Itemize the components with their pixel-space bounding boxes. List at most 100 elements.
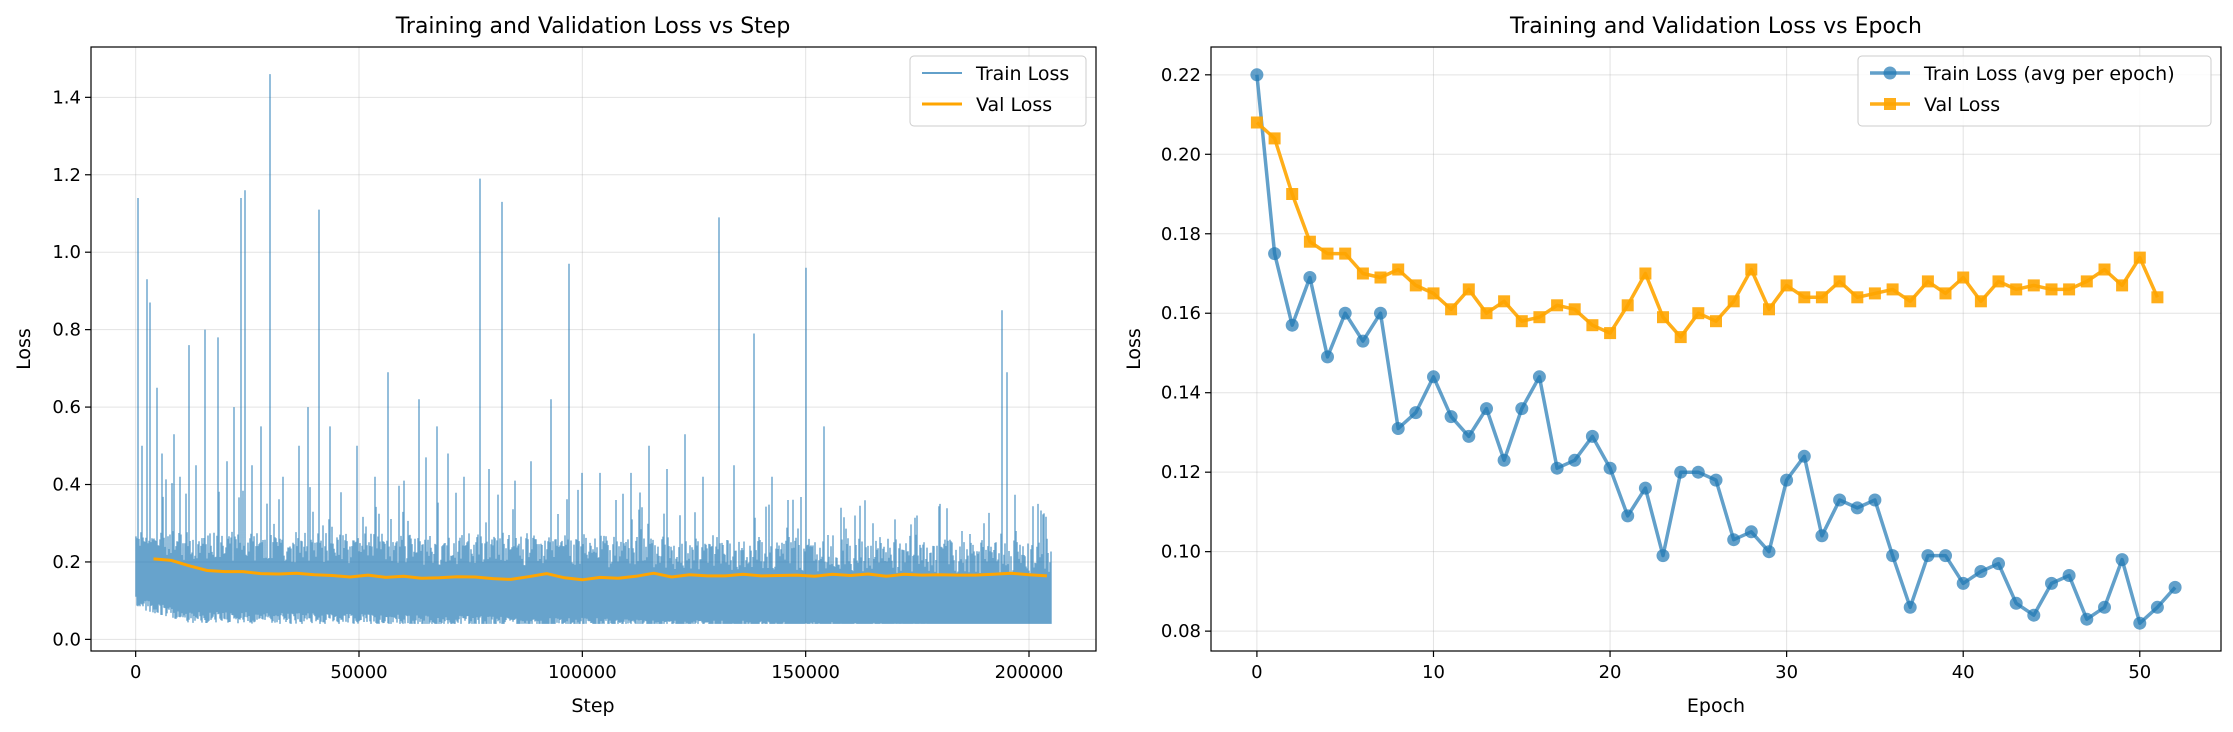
epoch-val-loss-point (2063, 283, 2076, 296)
epoch-train-loss-point (1427, 370, 1440, 384)
epoch-train-loss-point (1886, 549, 1900, 563)
epoch-chart-x-ticks: 0 10 20 30 40 50 (1251, 651, 2151, 683)
step-y-tick-label: 0.8 (52, 320, 81, 341)
step-loss-chart: Training and Validation Loss vs Step 0 50… (13, 14, 1097, 717)
step-y-tick-label: 0.6 (52, 397, 81, 418)
epoch-val-loss-point (1921, 275, 1934, 288)
epoch-train-loss-point (1727, 533, 1741, 547)
step-chart-plot-area (135, 74, 1052, 624)
step-chart-legend: Train Loss Val Loss (909, 55, 1087, 127)
epoch-train-loss-line (1255, 74, 2177, 625)
epoch-train-loss-point (1691, 465, 1705, 479)
epoch-chart-legend: Train Loss (avg per epoch) Val Loss (1857, 55, 2212, 127)
epoch-chart-xlabel: Epoch (1687, 695, 1745, 717)
epoch-val-loss-point (1586, 319, 1599, 332)
epoch-train-loss-point (2168, 580, 2182, 594)
epoch-val-loss-point (1745, 263, 1758, 276)
epoch-val-loss-point (1621, 299, 1634, 312)
epoch-train-loss-point (1374, 306, 1387, 320)
epoch-chart-y-ticks: 0.08 0.10 0.12 0.14 0.16 0.18 0.20 0.22 (1161, 65, 1211, 642)
epoch-train-loss-point (1462, 429, 1476, 443)
epoch-val-loss-point (1462, 283, 1475, 296)
epoch-train-loss-point (2115, 553, 2129, 567)
epoch-val-loss-point (1974, 295, 1987, 308)
epoch-train-loss-point (1303, 271, 1317, 284)
epoch-x-tick-label: 10 (1422, 662, 1445, 683)
epoch-train-loss-point (1532, 370, 1546, 384)
epoch-val-loss-point (1692, 307, 1705, 320)
epoch-train-loss-point (1762, 545, 1776, 559)
epoch-val-loss-point (1939, 287, 1952, 300)
epoch-val-loss-point (1727, 295, 1740, 308)
epoch-val-loss-point (1992, 275, 2005, 288)
epoch-val-loss-point (1480, 307, 1493, 320)
epoch-val-loss-point (2116, 279, 2129, 292)
epoch-val-loss-point (1551, 299, 1564, 312)
epoch-val-loss-point (1815, 291, 1828, 304)
epoch-loss-chart: Training and Validation Loss vs Epoch 0 1… (1123, 14, 2222, 717)
epoch-chart-frame (1210, 46, 2222, 652)
epoch-x-tick-label: 30 (1775, 662, 1798, 683)
epoch-train-loss-point (1656, 549, 1670, 563)
step-y-tick-label: 1.4 (52, 87, 81, 108)
step-x-tick-label: 100000 (548, 662, 617, 683)
epoch-train-loss-point (2150, 600, 2164, 614)
epoch-val-loss-point (1268, 132, 1281, 145)
epoch-chart-plot-area (1250, 68, 2182, 630)
epoch-val-loss-point (1674, 331, 1687, 344)
epoch-val-loss-point (1904, 295, 1917, 308)
epoch-x-tick-label: 40 (1952, 662, 1975, 683)
step-y-tick-label: 1.2 (52, 165, 81, 186)
epoch-val-loss-point (1710, 315, 1722, 328)
epoch-val-loss-point (1392, 263, 1405, 276)
epoch-train-loss-point (1444, 410, 1458, 424)
epoch-legend-train-marker (1883, 66, 1897, 80)
epoch-train-loss-point (1550, 461, 1564, 475)
epoch-x-tick-label: 0 (1251, 662, 1262, 683)
epoch-val-loss-point (1957, 271, 1970, 284)
epoch-train-loss-point (1585, 429, 1599, 443)
epoch-val-loss-point (1515, 315, 1528, 328)
epoch-train-loss-point (1515, 402, 1529, 416)
epoch-val-loss-point (1639, 267, 1652, 280)
epoch-val-loss-point (1798, 291, 1811, 304)
epoch-y-tick-label: 0.12 (1161, 462, 1201, 483)
epoch-val-loss-point (1498, 295, 1511, 308)
epoch-train-loss-point (1921, 549, 1935, 563)
epoch-train-loss-point (1603, 461, 1617, 475)
epoch-train-loss-point (1568, 453, 1582, 467)
epoch-val-loss-point (1286, 188, 1299, 200)
step-y-tick-label: 0.0 (52, 629, 81, 650)
epoch-train-loss-point (1250, 68, 1264, 82)
epoch-val-loss-point (2151, 291, 2164, 304)
step-chart-frame (90, 46, 1097, 652)
epoch-train-loss-point (1409, 406, 1423, 420)
epoch-val-loss-point (1868, 287, 1881, 300)
epoch-chart-title: Training and Validation Loss vs Epoch (1509, 14, 1922, 39)
epoch-val-loss-point (2133, 251, 2146, 264)
step-chart-title: Training and Validation Loss vs Step (395, 14, 791, 39)
epoch-train-loss-point (1797, 449, 1811, 463)
epoch-val-loss-point (1374, 271, 1387, 284)
epoch-train-loss-point (1744, 525, 1758, 539)
epoch-train-loss-point (1833, 493, 1847, 507)
epoch-train-loss-point (1621, 509, 1635, 523)
step-val-loss-line (153, 557, 1048, 582)
step-legend-train-label: Train Loss (975, 63, 1069, 85)
epoch-y-tick-label: 0.18 (1161, 224, 1201, 245)
epoch-val-loss-point (2098, 263, 2111, 276)
epoch-train-loss-point (1780, 473, 1794, 487)
epoch-train-loss-point (2133, 616, 2147, 630)
epoch-train-loss-point (2045, 576, 2058, 590)
epoch-train-loss-point (1285, 318, 1299, 332)
epoch-y-tick-label: 0.22 (1161, 65, 1201, 86)
step-chart-ylabel: Loss (13, 328, 35, 370)
epoch-x-tick-label: 20 (1599, 662, 1622, 683)
step-x-tick-label: 150000 (771, 662, 840, 683)
step-chart-y-ticks: 0.0 0.2 0.4 0.6 0.8 1.0 1.2 1.4 (52, 87, 91, 650)
epoch-val-loss-point (1604, 327, 1617, 340)
epoch-train-loss-point (1338, 306, 1352, 320)
epoch-val-loss-point (1339, 247, 1352, 260)
step-chart-xlabel: Step (571, 695, 614, 717)
epoch-val-loss-point (2045, 283, 2058, 296)
